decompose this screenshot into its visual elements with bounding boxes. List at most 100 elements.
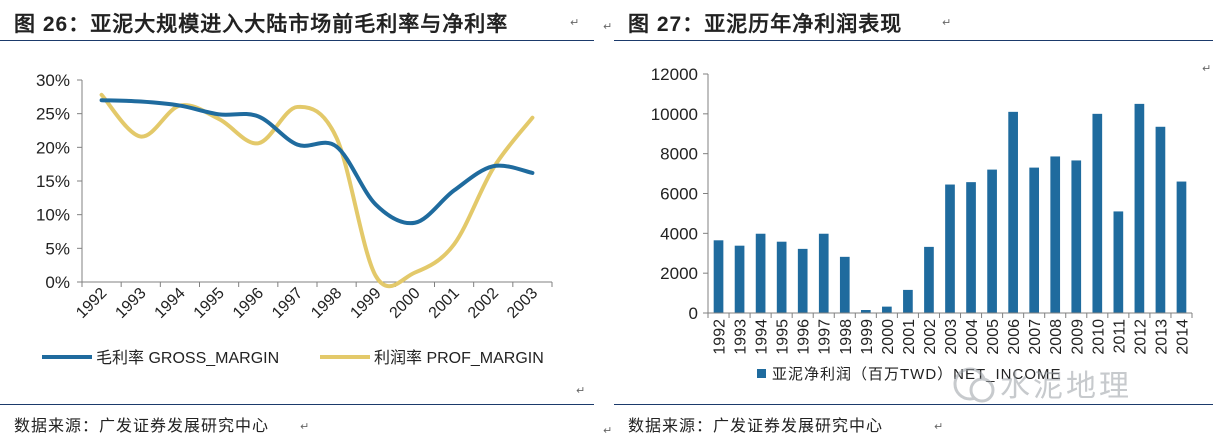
paragraph-mark: ↵ xyxy=(300,421,310,433)
right-title-text: 亚泥历年净利润表现 xyxy=(704,13,903,36)
bar xyxy=(1008,111,1018,313)
legend-swatch-net-income xyxy=(757,369,766,378)
x-tick-label: 2007 xyxy=(1027,319,1044,355)
y-tick-label: 30% xyxy=(36,71,70,90)
x-tick-label: 2006 xyxy=(1006,319,1023,355)
x-tick-label: 2008 xyxy=(1048,319,1065,355)
bar xyxy=(903,289,913,313)
paragraph-mark: ↵ xyxy=(1202,63,1212,75)
right-title-rule xyxy=(614,40,1213,41)
bar xyxy=(882,306,892,313)
right-chart-panel: 图 27：亚泥历年净利润表现 ↵ ↵ 0 2000 4000 6000 8000 1000… xyxy=(614,0,1213,441)
y-tick-label: 0% xyxy=(45,273,70,292)
bar xyxy=(924,246,934,313)
x-tick-label: 1992 xyxy=(73,285,110,322)
x-tick-label: 2010 xyxy=(1090,319,1107,355)
left-chart-panel: 图 26：亚泥大规模进入大陆市场前毛利率与净利率 ↵ 0% 5% 10% 15% 20%… xyxy=(0,0,600,441)
x-tick-label: 1996 xyxy=(230,285,267,322)
paragraph-mark: ↵ xyxy=(603,21,613,33)
x-tick-label: 2002 xyxy=(922,319,939,355)
x-tick-label: 1999 xyxy=(347,285,384,322)
bar xyxy=(1029,167,1040,313)
y-tick-label: 5% xyxy=(45,239,70,258)
y-tick-label: 15% xyxy=(36,172,70,191)
bar xyxy=(1176,181,1187,313)
legend-label-prof-margin: 利润率 PROF_MARGIN xyxy=(374,349,544,367)
left-line-chart: 0%5%10%15%20%25%30%1992 1993 1994 1995 1996 1… xyxy=(36,71,553,367)
x-tick-label: 1997 xyxy=(269,285,306,322)
x-tick-label: 2001 xyxy=(426,285,463,322)
paragraph-mark: ↵ xyxy=(934,421,944,433)
right-chart-title: 图 27：亚泥历年净利润表现 xyxy=(628,8,902,38)
left-source-rule xyxy=(0,404,594,405)
x-tick-label: 1997 xyxy=(817,319,834,355)
bar xyxy=(987,169,997,313)
x-tick-label: 1996 xyxy=(796,319,813,355)
y-tick-label: 4000 xyxy=(660,224,698,243)
x-tick-label: 2000 xyxy=(387,285,424,322)
y-tick-label: 8000 xyxy=(660,145,698,164)
x-tick-label: 1992 xyxy=(712,319,729,355)
y-tick-label: 2000 xyxy=(660,264,698,283)
x-tick-label: 1994 xyxy=(152,285,189,322)
bar xyxy=(860,310,871,313)
x-tick-label: 2013 xyxy=(1153,319,1170,355)
left-source-note: 数据来源：广发证券发展研究中心 xyxy=(14,418,270,435)
x-tick-label: 2009 xyxy=(1069,319,1086,355)
wechat-icon xyxy=(969,377,995,403)
left-title-number: 图 26 xyxy=(14,13,69,36)
right-title-separator: ： xyxy=(682,13,705,36)
legend-label-gross-margin: 毛利率 GROSS_MARGIN xyxy=(96,349,279,367)
bar xyxy=(1092,113,1103,313)
bar xyxy=(945,184,955,313)
right-source-rule xyxy=(614,404,1213,405)
paragraph-mark: ↵ xyxy=(576,385,586,397)
series-line-gross-margin xyxy=(99,98,535,226)
x-tick-label: 1998 xyxy=(308,285,345,322)
x-tick-label: 1999 xyxy=(859,319,876,355)
x-tick-label: 2003 xyxy=(943,319,960,355)
series-line-prof-margin xyxy=(99,92,535,289)
left-title-text: 亚泥大规模进入大陆市场前毛利率与净利率 xyxy=(90,13,509,36)
x-tick-label: 1993 xyxy=(733,319,750,355)
bar xyxy=(776,241,787,313)
x-tick-label: 2014 xyxy=(1174,319,1191,355)
x-tick-label: 1994 xyxy=(754,319,771,355)
y-tick-label: 25% xyxy=(36,105,70,124)
x-tick-label: 2011 xyxy=(1111,319,1128,354)
bar xyxy=(797,248,808,313)
paragraph-mark: ↵ xyxy=(942,17,952,29)
bar xyxy=(1155,126,1166,313)
y-tick-label: 6000 xyxy=(660,185,698,204)
bar xyxy=(1113,211,1124,313)
bar xyxy=(1050,156,1061,313)
right-title-number: 图 27 xyxy=(628,13,683,36)
x-tick-label: 1998 xyxy=(838,319,855,355)
bar xyxy=(839,256,850,313)
x-tick-label: 2012 xyxy=(1132,319,1149,355)
x-tick-label: 1993 xyxy=(112,285,149,322)
x-tick-label: 2003 xyxy=(504,285,541,322)
x-tick-label: 2002 xyxy=(465,285,502,322)
y-tick-label: 10% xyxy=(36,206,70,225)
watermark-text: 水泥地理 xyxy=(1000,369,1132,404)
right-source-note: 数据来源：广发证券发展研究中心 xyxy=(628,418,884,435)
bar xyxy=(1134,103,1145,313)
y-tick-label: 20% xyxy=(36,138,70,157)
paragraph-mark: ↵ xyxy=(603,425,613,437)
y-tick-label: 0 xyxy=(689,304,698,323)
x-tick-label: 2005 xyxy=(985,319,1002,355)
bar xyxy=(966,182,976,313)
left-title-rule xyxy=(0,40,594,41)
left-title-separator: ： xyxy=(68,13,91,36)
watermark-logo: 水泥地理 xyxy=(953,367,1132,404)
x-tick-label: 1995 xyxy=(775,319,792,355)
bar xyxy=(713,240,724,313)
bar xyxy=(1071,160,1082,313)
legend-label-net-income: 亚泥净利润（百万TWD）NET_INCOME xyxy=(772,366,1062,383)
left-chart-title: 图 26：亚泥大规模进入大陆市场前毛利率与净利率 xyxy=(14,8,508,38)
bar xyxy=(734,245,745,313)
y-tick-label: 12000 xyxy=(651,65,698,84)
x-tick-label: 2001 xyxy=(901,319,918,355)
